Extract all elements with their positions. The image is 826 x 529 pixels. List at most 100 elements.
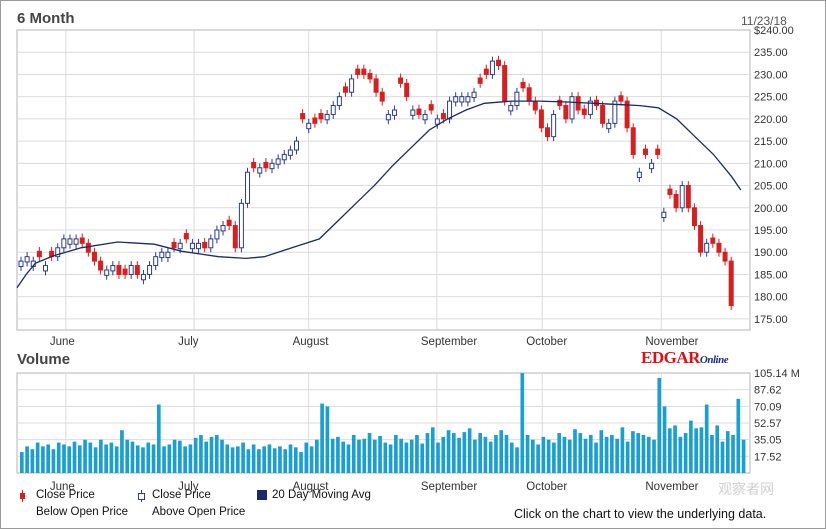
- candle: [55, 243, 61, 262]
- volume-bar: [509, 442, 514, 473]
- candle-body: [514, 91, 520, 107]
- underlying-data-note[interactable]: Click on the chart to view the underlyin…: [514, 507, 767, 521]
- volume-bar: [525, 434, 530, 473]
- legend-close-price-2: Close Price: [152, 489, 211, 501]
- price-tick-label: 180.00: [754, 292, 788, 304]
- candle: [257, 163, 263, 178]
- volume-bar: [430, 427, 435, 473]
- volume-bar: [83, 439, 87, 473]
- edgar-online-logo[interactable]: EDGAROnline: [641, 348, 729, 368]
- volume-bar: [741, 439, 746, 473]
- candle: [606, 118, 612, 134]
- candle-body: [685, 185, 691, 209]
- candle: [722, 247, 728, 266]
- candle-body: [269, 162, 275, 170]
- price-tick-label: 190.00: [754, 247, 788, 259]
- candle-body: [624, 100, 630, 129]
- price-plot-area: [16, 29, 751, 331]
- candle-body: [655, 148, 661, 155]
- volume-bar: [673, 425, 677, 473]
- candle: [428, 100, 434, 115]
- candle-body: [98, 260, 104, 271]
- volume-bar: [462, 432, 467, 473]
- candle-body: [440, 113, 446, 120]
- candle-body: [471, 91, 477, 99]
- volume-bar: [125, 439, 130, 473]
- candle-body: [606, 122, 612, 130]
- candle-body: [385, 113, 391, 121]
- volume-bar: [214, 434, 219, 473]
- candle-body: [275, 158, 281, 165]
- candle-body: [245, 171, 251, 204]
- candle: [263, 158, 269, 173]
- candle-body: [551, 113, 557, 138]
- candle: [251, 158, 257, 173]
- price-tick-label: $240.00: [754, 25, 794, 37]
- volume-bar: [594, 442, 598, 473]
- volume-bar: [625, 441, 630, 473]
- candle: [422, 110, 428, 125]
- volume-bar: [652, 439, 656, 473]
- as-of-date: 11/23/18: [741, 14, 787, 28]
- price-tick-label: 200.00: [754, 203, 788, 215]
- price-month-label: June: [50, 336, 75, 348]
- volume-bar: [362, 438, 367, 473]
- candle: [147, 261, 153, 279]
- volume-bar: [657, 377, 662, 473]
- volume-month-label: August: [293, 481, 330, 493]
- volume-bar: [25, 446, 29, 473]
- volume-bar: [67, 446, 72, 473]
- candle: [79, 233, 85, 248]
- volume-bar: [636, 433, 641, 473]
- volume-bar: [104, 444, 108, 473]
- volume-bar: [46, 444, 51, 473]
- volume-bar: [546, 439, 551, 473]
- candle-body: [171, 241, 177, 249]
- candle-body: [36, 250, 42, 258]
- volume-bar: [220, 439, 224, 473]
- volume-bar: [278, 446, 282, 473]
- volume-bar: [578, 433, 583, 473]
- candle-body: [294, 140, 300, 151]
- price-tick-label: 195.00: [754, 225, 788, 237]
- legend-close-price-1: Close Price: [36, 489, 95, 501]
- candle: [459, 92, 465, 107]
- candle: [61, 234, 67, 253]
- candle-body: [336, 96, 342, 107]
- candle-body: [300, 113, 306, 120]
- legend-moving-avg-icon: [257, 490, 267, 500]
- volume-bar: [451, 433, 456, 473]
- volume-month-label: July: [178, 481, 199, 493]
- candle-body: [428, 104, 434, 111]
- candle-body: [630, 127, 636, 155]
- candle: [465, 92, 471, 107]
- candle: [716, 238, 722, 257]
- volume-bar: [30, 449, 35, 473]
- candle-body: [238, 202, 244, 249]
- candle: [104, 265, 110, 280]
- volume-bar: [483, 436, 488, 473]
- volume-bar: [251, 444, 256, 473]
- candle: [704, 238, 710, 257]
- candle-body: [214, 229, 220, 240]
- candle: [391, 105, 397, 120]
- candle-body: [55, 247, 61, 258]
- candle: [618, 91, 624, 106]
- candle: [661, 207, 667, 222]
- volume-bar: [446, 430, 451, 473]
- volume-bar: [293, 447, 298, 473]
- candle-body: [202, 241, 208, 249]
- volume-bar: [72, 441, 77, 473]
- candle: [300, 109, 306, 124]
- candle-body: [563, 105, 569, 120]
- candle: [667, 184, 673, 199]
- volume-bar: [388, 444, 393, 473]
- candle: [189, 238, 195, 254]
- candle-body: [581, 108, 587, 115]
- candle: [324, 110, 330, 125]
- candle-body: [232, 225, 238, 249]
- candle-body: [220, 225, 226, 232]
- volume-tick-label: 105.14 M: [754, 368, 800, 380]
- candle: [545, 123, 551, 142]
